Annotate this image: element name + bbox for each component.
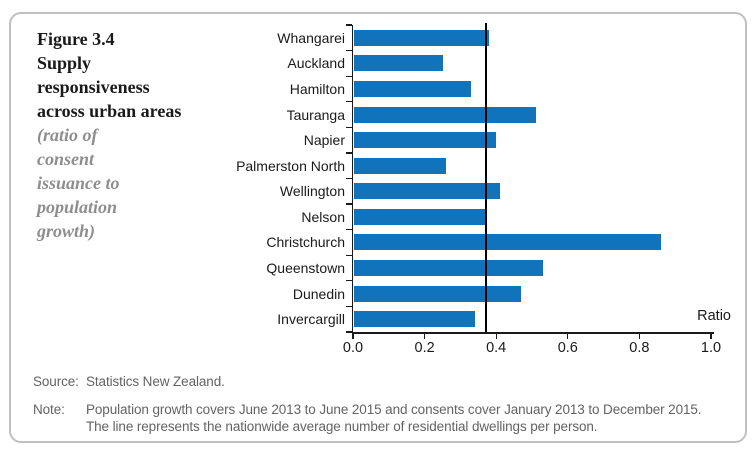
note-label: Note: xyxy=(33,402,65,417)
figure-subtitle: (ratio of consent issuance to population… xyxy=(37,125,120,241)
figure-title: Supply responsiveness across urban areas xyxy=(37,53,182,121)
figure-title-block: Figure 3.4 Supply responsiveness across … xyxy=(37,27,193,243)
note-row: Note: Population growth covers June 2013… xyxy=(33,401,704,435)
source-text: Statistics New Zealand. xyxy=(86,374,225,389)
figure-card: Figure 3.4 Supply responsiveness across … xyxy=(9,12,747,443)
source-row: Source: Statistics New Zealand. xyxy=(33,373,704,390)
note-text: Population growth covers June 2013 to Ju… xyxy=(86,402,702,434)
source-label: Source: xyxy=(33,374,79,389)
figure-number: Figure 3.4 xyxy=(37,29,115,49)
